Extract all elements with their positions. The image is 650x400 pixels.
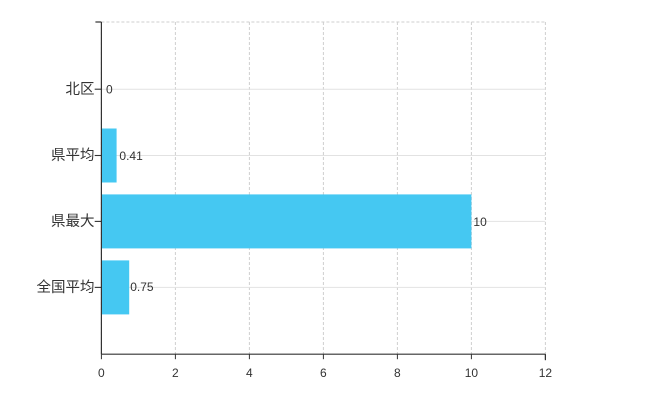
svg-text:10: 10 <box>465 366 479 380</box>
svg-text:県最大: 県最大 <box>51 213 95 230</box>
svg-text:0.41: 0.41 <box>119 149 143 163</box>
svg-text:10: 10 <box>473 215 487 229</box>
svg-text:6: 6 <box>320 366 327 380</box>
svg-text:0: 0 <box>98 366 105 380</box>
svg-text:全国平均: 全国平均 <box>37 278 95 296</box>
svg-text:0.75: 0.75 <box>130 280 154 294</box>
svg-text:4: 4 <box>246 366 253 380</box>
svg-text:0: 0 <box>106 83 113 97</box>
svg-text:県平均: 県平均 <box>51 147 95 164</box>
svg-text:12: 12 <box>539 366 553 380</box>
svg-text:北区: 北区 <box>66 81 95 98</box>
svg-text:8: 8 <box>394 366 401 380</box>
svg-text:2: 2 <box>172 366 179 380</box>
